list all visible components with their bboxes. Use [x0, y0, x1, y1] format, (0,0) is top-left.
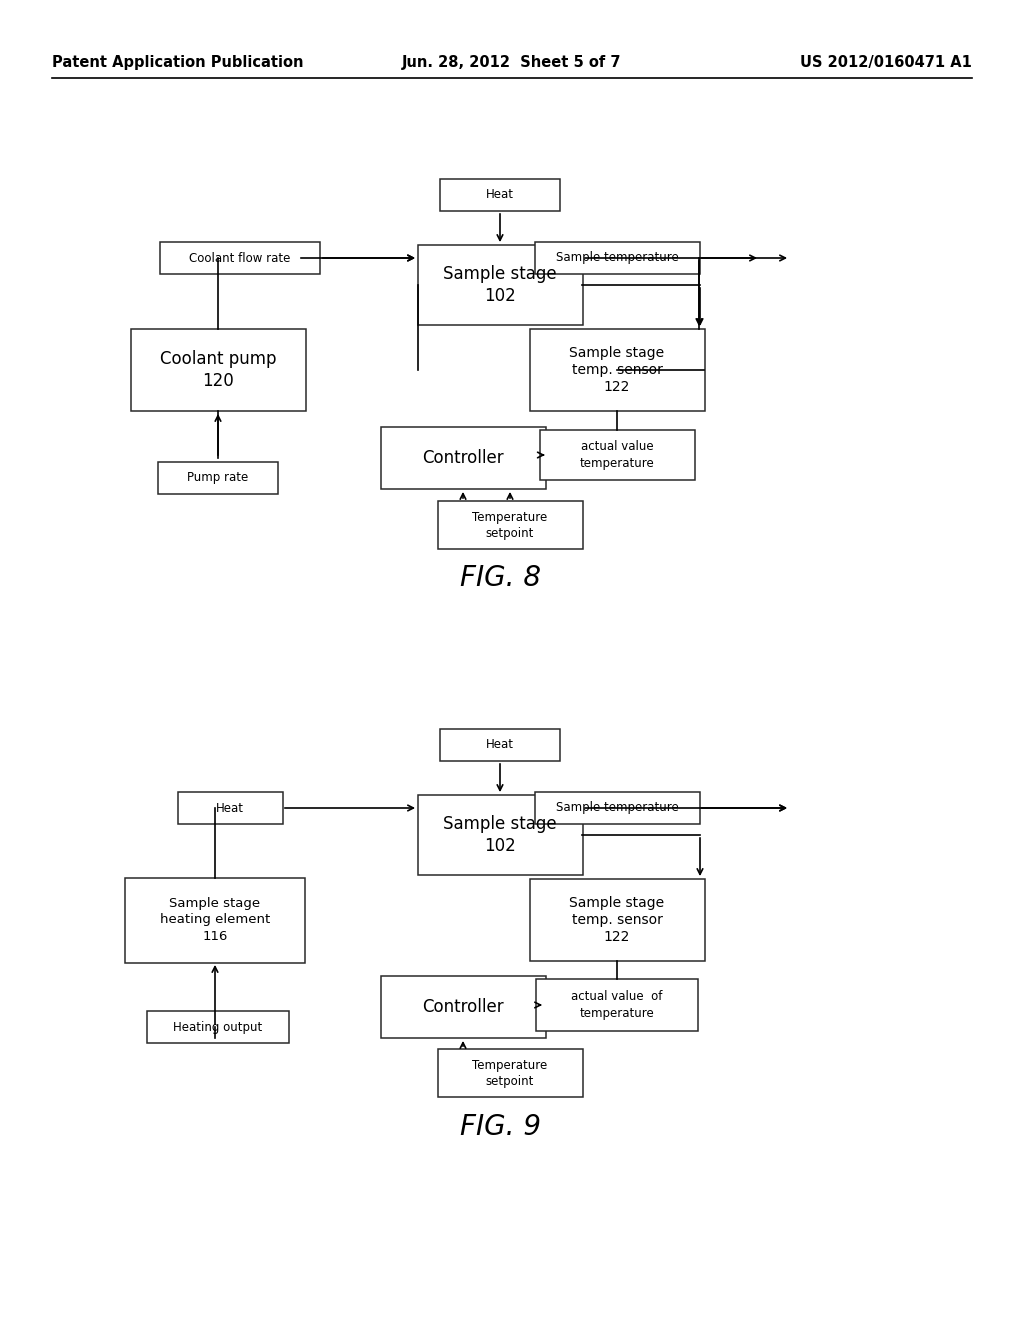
- FancyBboxPatch shape: [535, 792, 699, 824]
- Text: Temperature
setpoint: Temperature setpoint: [472, 1059, 548, 1088]
- Text: Sample temperature: Sample temperature: [556, 252, 678, 264]
- Text: Sample stage
heating element
116: Sample stage heating element 116: [160, 898, 270, 942]
- FancyBboxPatch shape: [437, 502, 583, 549]
- FancyBboxPatch shape: [130, 329, 305, 411]
- Text: FIG. 8: FIG. 8: [460, 564, 541, 591]
- FancyBboxPatch shape: [440, 180, 560, 211]
- FancyBboxPatch shape: [529, 329, 705, 411]
- Text: Temperature
setpoint: Temperature setpoint: [472, 511, 548, 540]
- Text: Coolant pump
120: Coolant pump 120: [160, 350, 276, 391]
- Text: Pump rate: Pump rate: [187, 471, 249, 484]
- Text: FIG. 9: FIG. 9: [460, 1113, 541, 1140]
- Text: actual value
temperature: actual value temperature: [580, 441, 654, 470]
- Text: Jun. 28, 2012  Sheet 5 of 7: Jun. 28, 2012 Sheet 5 of 7: [402, 54, 622, 70]
- FancyBboxPatch shape: [147, 1011, 289, 1043]
- FancyBboxPatch shape: [381, 426, 546, 488]
- Text: Coolant flow rate: Coolant flow rate: [189, 252, 291, 264]
- FancyBboxPatch shape: [536, 979, 698, 1031]
- FancyBboxPatch shape: [440, 729, 560, 762]
- Text: Sample stage
temp. sensor
122: Sample stage temp. sensor 122: [569, 896, 665, 944]
- Text: Sample stage
102: Sample stage 102: [443, 814, 557, 855]
- FancyBboxPatch shape: [529, 879, 705, 961]
- Text: Heat: Heat: [486, 738, 514, 751]
- FancyBboxPatch shape: [535, 242, 699, 275]
- FancyBboxPatch shape: [540, 430, 694, 480]
- Text: Controller: Controller: [422, 998, 504, 1016]
- Text: actual value  of
temperature: actual value of temperature: [571, 990, 663, 1019]
- FancyBboxPatch shape: [418, 795, 583, 875]
- Text: Controller: Controller: [422, 449, 504, 467]
- Text: Patent Application Publication: Patent Application Publication: [52, 54, 303, 70]
- FancyBboxPatch shape: [177, 792, 283, 824]
- Text: Heat: Heat: [486, 189, 514, 202]
- FancyBboxPatch shape: [437, 1049, 583, 1097]
- FancyBboxPatch shape: [381, 975, 546, 1038]
- Text: Heating output: Heating output: [173, 1020, 262, 1034]
- Text: US 2012/0160471 A1: US 2012/0160471 A1: [800, 54, 972, 70]
- Text: Sample temperature: Sample temperature: [556, 801, 678, 814]
- FancyBboxPatch shape: [125, 878, 305, 962]
- Text: Sample stage
temp. sensor
122: Sample stage temp. sensor 122: [569, 346, 665, 395]
- FancyBboxPatch shape: [160, 242, 319, 275]
- FancyBboxPatch shape: [158, 462, 278, 494]
- Text: Heat: Heat: [216, 801, 244, 814]
- Text: Sample stage
102: Sample stage 102: [443, 265, 557, 305]
- FancyBboxPatch shape: [418, 246, 583, 325]
